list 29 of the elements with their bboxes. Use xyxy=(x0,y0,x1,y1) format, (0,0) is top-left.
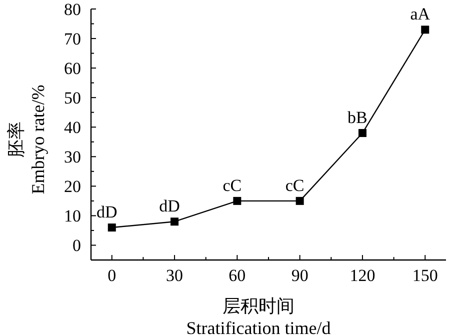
x-tick-label: 0 xyxy=(108,266,116,285)
annotation: dD xyxy=(159,196,180,216)
point xyxy=(108,224,116,232)
annotation: dD xyxy=(96,202,118,222)
x-tick-label: 30 xyxy=(166,266,184,285)
y-tick-label: 60 xyxy=(64,59,81,78)
x-tick-label: 90 xyxy=(291,266,308,285)
x-tick-label: 150 xyxy=(412,266,438,285)
y-tick-label: 20 xyxy=(64,177,81,196)
annotation: aA xyxy=(410,4,431,24)
point xyxy=(421,26,430,34)
y-tick-label: 0 xyxy=(72,236,81,256)
y-tick-label: 50 xyxy=(64,88,81,108)
x-tick-label: 60 xyxy=(228,266,246,285)
y-tick-label: 10 xyxy=(64,206,81,226)
point xyxy=(233,196,242,205)
y-tick-label: 30 xyxy=(64,148,81,167)
y-tick-label: 70 xyxy=(64,30,81,49)
point xyxy=(296,196,304,205)
annotation: bB xyxy=(348,108,368,128)
annotation: cC xyxy=(285,176,304,195)
x-axis-title: 层积时间 Stratification time/d xyxy=(186,296,331,336)
y-tick-label: 40 xyxy=(64,118,81,138)
x-tick-label: 120 xyxy=(350,266,376,285)
y-axis-title: 胚率 Embryo rate/% xyxy=(6,84,48,194)
annotation: cC xyxy=(222,176,242,195)
point xyxy=(170,218,179,226)
point xyxy=(358,129,366,138)
y-tick-label: 80 xyxy=(64,0,81,19)
